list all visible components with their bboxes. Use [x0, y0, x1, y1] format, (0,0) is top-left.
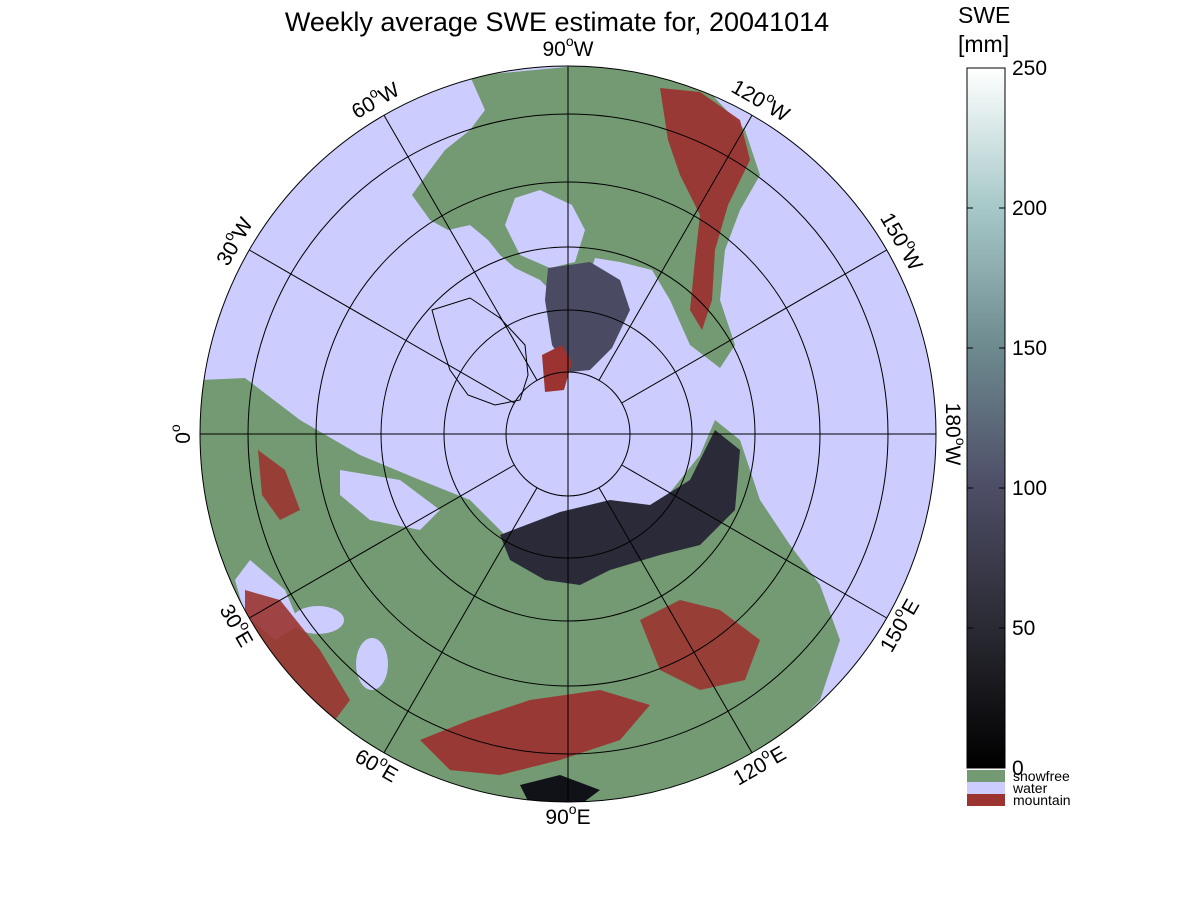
longitude-label: 90oE — [545, 801, 590, 829]
longitude-labels: 90oW120oW150oW180oW150oE120oE90oE60oE30o… — [167, 33, 970, 829]
mountain-rockies — [660, 88, 750, 330]
meridian-line — [383, 487, 538, 753]
arctic-islands — [545, 262, 630, 372]
white-sea — [340, 470, 440, 530]
graticule — [199, 65, 937, 803]
mountain-central-asia — [420, 690, 650, 775]
category-label: mountain — [1013, 792, 1071, 808]
colorbar: SWE [mm] 0 50 100 150 200 250 snowfreewatermo… — [958, 2, 1071, 808]
longitude-label: 0o — [167, 424, 195, 444]
colorbar-label-line2: [mm] — [958, 31, 1009, 57]
category-swatch — [967, 794, 1005, 806]
colorbar-tick-label: 0 — [1012, 757, 1024, 780]
category-swatch — [967, 782, 1005, 794]
inland-water — [356, 638, 388, 690]
meridian-line — [249, 464, 515, 619]
meridian-line — [249, 249, 515, 404]
category-label: water — [1012, 780, 1048, 796]
colorbar-tick-label: 100 — [1012, 477, 1047, 500]
mountain-east-asia — [640, 600, 760, 690]
hudson-bay — [505, 190, 585, 268]
meridian-line — [621, 249, 887, 404]
longitude-label: 90oW — [543, 33, 594, 61]
colorbar-gradient — [966, 67, 1006, 769]
category-swatch — [967, 770, 1005, 782]
meridian-line — [383, 115, 538, 381]
meridian-line — [598, 115, 753, 381]
meridian-line — [598, 487, 753, 753]
mountain-europe — [245, 590, 350, 720]
colorbar-tick-label: 200 — [1012, 197, 1047, 220]
colorbar-label-line1: SWE — [958, 2, 1010, 28]
landmass-greenland — [431, 297, 529, 406]
siberia-snow — [500, 430, 740, 585]
category-label: snowfree — [1013, 768, 1070, 784]
colorbar-tick-label: 150 — [1012, 337, 1047, 360]
figure-title: Weekly average SWE estimate for, 2004101… — [285, 7, 829, 37]
tibet-snow — [520, 775, 600, 802]
colorbar-tick-label: 50 — [1012, 617, 1035, 640]
longitude-label: 180oW — [941, 403, 969, 466]
colorbar-tick-label: 250 — [1012, 57, 1047, 80]
inland-water — [292, 606, 344, 634]
mountain-scandinavia — [258, 450, 300, 520]
meridian-line — [621, 464, 887, 619]
arctic-islands-mountain — [542, 345, 572, 392]
